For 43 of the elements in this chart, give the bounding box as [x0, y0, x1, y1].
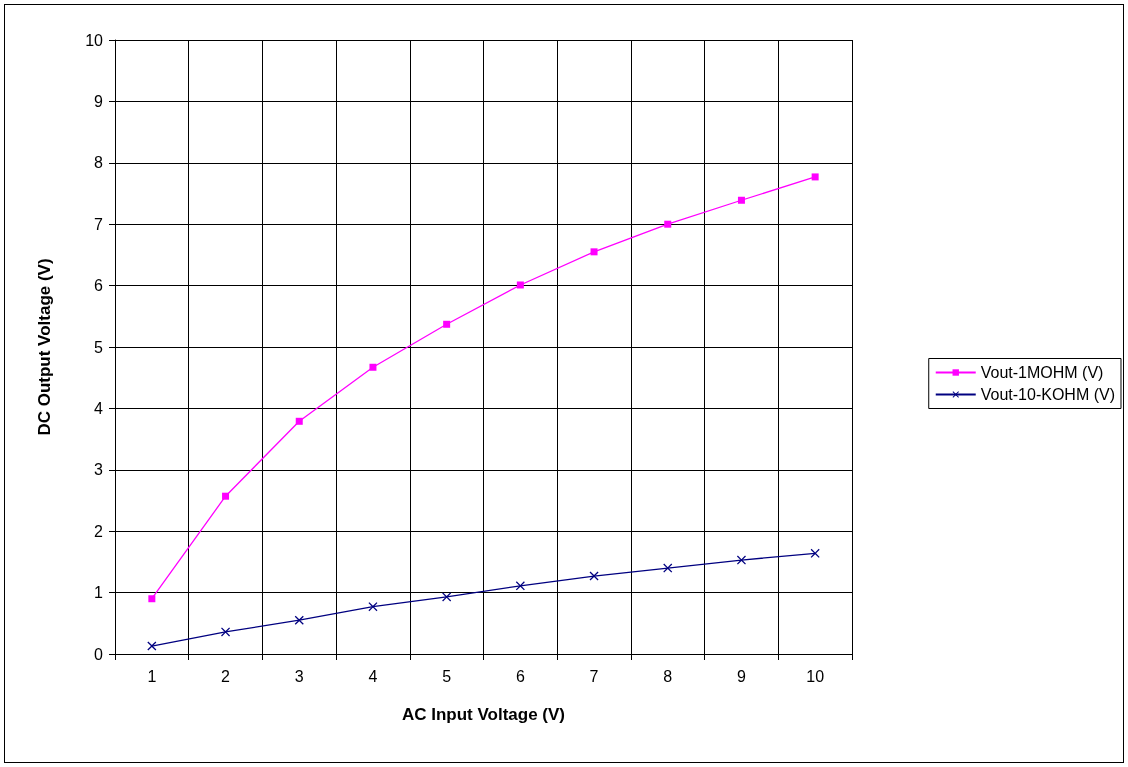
- x-tick-label: 8: [663, 667, 673, 685]
- point: [811, 173, 819, 181]
- point: [443, 320, 451, 328]
- x-tick-label: 1: [147, 667, 157, 685]
- y-tick-label: 9: [94, 92, 104, 110]
- y-tick-label: 5: [94, 338, 104, 356]
- y-tick-label: 3: [94, 461, 104, 479]
- x-tick-label: 4: [368, 667, 378, 685]
- y-tick-label: 0: [94, 645, 104, 663]
- x-tick-label: 3: [294, 667, 304, 685]
- point: [516, 281, 524, 289]
- legend-label: Vout-10-KOHM (V): [980, 386, 1116, 403]
- point: [369, 363, 377, 371]
- y-tick-label: 2: [94, 522, 104, 540]
- x-tick-label: 5: [442, 667, 452, 685]
- point: [295, 417, 303, 425]
- point: [222, 492, 230, 500]
- y-tick-label: 4: [94, 399, 104, 417]
- y-tick-label: 1: [94, 584, 104, 602]
- point: [368, 602, 378, 612]
- point: [663, 563, 673, 573]
- legend-label: Vout-1MOHM (V): [980, 364, 1104, 381]
- point: [737, 196, 745, 204]
- point: [515, 581, 525, 591]
- x-axis-title: AC Input Voltage (V): [401, 705, 566, 724]
- y-tick-label: 8: [94, 154, 104, 172]
- y-tick-label: 6: [94, 277, 104, 295]
- point: [590, 248, 598, 256]
- point: [736, 555, 746, 565]
- x-tick-label: 7: [589, 667, 599, 685]
- x-tick-label: 10: [806, 667, 825, 685]
- y-axis-title: DC Output Voltage (V): [35, 258, 54, 436]
- point: [810, 548, 820, 558]
- y-tick-label: 7: [94, 215, 104, 233]
- y-tick-label: 10: [85, 31, 104, 49]
- point: [148, 595, 156, 603]
- point: [664, 220, 672, 228]
- point: [147, 641, 157, 651]
- x-tick-label: 9: [737, 667, 746, 685]
- point: [221, 627, 231, 637]
- point: [442, 592, 452, 602]
- x-tick-label: 6: [515, 667, 525, 685]
- x-tick-label: 2: [221, 667, 231, 685]
